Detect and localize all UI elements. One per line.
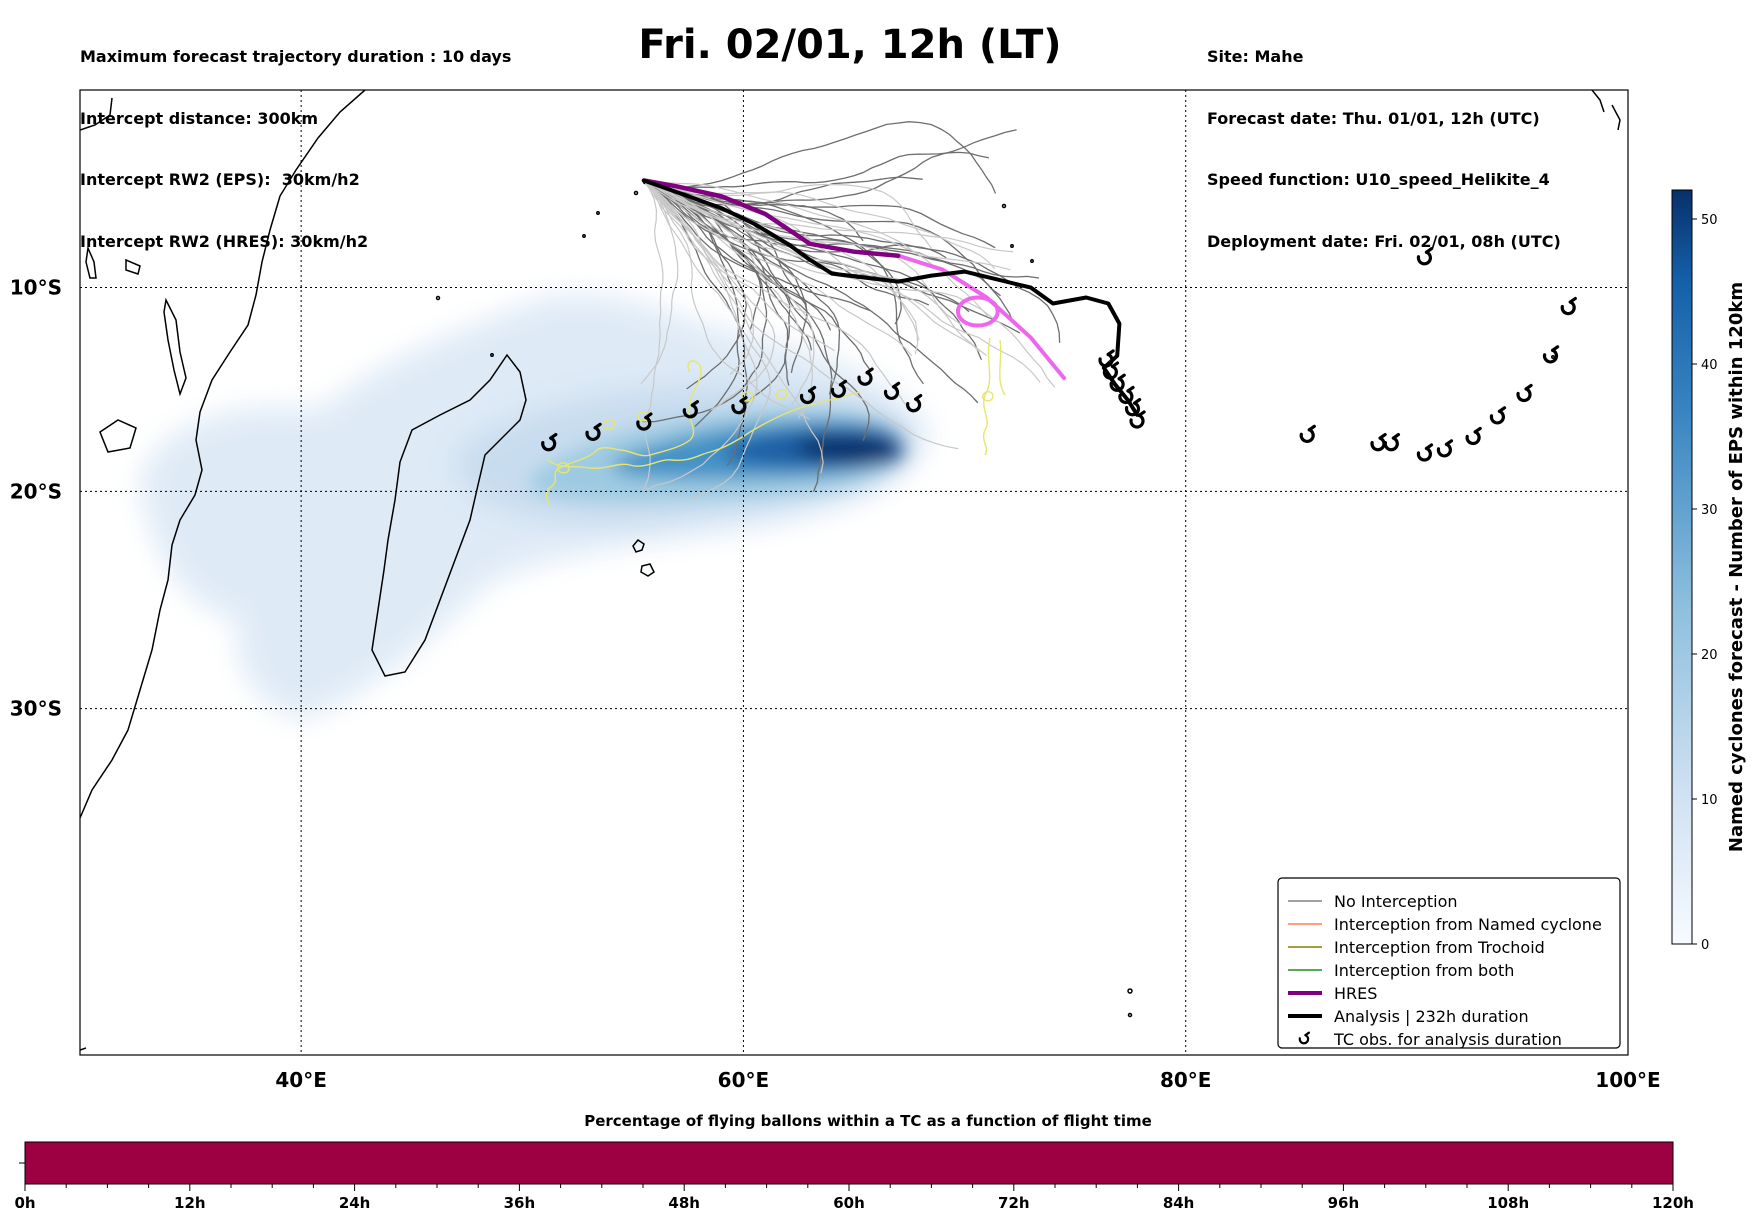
eps-trajectory <box>643 179 982 360</box>
legend-item: Interception from both <box>1288 961 1514 980</box>
eps-trajectories <box>640 121 1061 500</box>
header-right-line: Deployment date: Fri. 02/01, 08h (UTC) <box>1207 231 1561 251</box>
eps-trajectory <box>643 179 831 331</box>
bottom-colorbar-title: Percentage of flying ballons within a TC… <box>584 1112 1152 1130</box>
eps-trajectory <box>643 179 912 356</box>
cyclone-icon <box>905 394 923 413</box>
cyclone-icon <box>1465 426 1482 446</box>
legend-item: Analysis | 232h duration <box>1288 1007 1529 1026</box>
legend-item: Interception from Trochoid <box>1288 938 1545 957</box>
bottom-colorbar-tick-label: 24h <box>339 1194 371 1212</box>
header-right-line: Forecast date: Thu. 01/01, 12h (UTC) <box>1207 108 1540 128</box>
colorbar-tick-label: 0 <box>1701 938 1709 953</box>
legend-item: No Interception <box>1288 892 1458 911</box>
header-left-line: Maximum forecast trajectory duration : 1… <box>80 47 512 66</box>
header-right-line: Site: Mahe <box>1207 47 1304 66</box>
map-title: Fri. 02/01, 12h (LT) <box>638 22 1062 68</box>
header-left-line: Intercept RW2 (EPS): 30km/h2 <box>80 170 360 189</box>
bottom-colorbar-bar <box>24 1141 1674 1185</box>
colorbar-tick-label: 10 <box>1701 793 1718 808</box>
legend: No Interception Interception from Named c… <box>1277 877 1621 1049</box>
header-left-line: Intercept distance: 300km <box>80 108 319 128</box>
cyclone-icon <box>1436 439 1454 458</box>
bottom-colorbar-tick-label: 36h <box>504 1194 536 1212</box>
header-right-line: Speed function: U10_speed_Helikite_4 <box>1207 170 1550 189</box>
eps-trajectory <box>643 121 996 194</box>
legend-box <box>1277 877 1621 1049</box>
eps-trajectory <box>643 179 1040 279</box>
bottom-colorbar-tick-label: 96h <box>1328 1194 1360 1212</box>
lat-tick-label: 10°S <box>10 276 62 300</box>
bottom-colorbar-tick-label: 0h <box>14 1194 35 1212</box>
eps-trajectory <box>643 179 772 500</box>
cyclone-icon <box>1516 383 1533 403</box>
hres-track <box>641 178 901 258</box>
lat-tick-label: 30°S <box>10 697 62 721</box>
lon-tick-label: 40°E <box>275 1068 327 1092</box>
header-left-line: Intercept RW2 (HRES): 30km/h2 <box>80 231 369 251</box>
eps-trajectory <box>643 179 914 414</box>
legend-item: TC obs. for analysis duration <box>1298 1030 1562 1049</box>
lon-tick-label: 80°E <box>1160 1068 1212 1092</box>
legend-label: Analysis | 232h duration <box>1334 1007 1529 1026</box>
legend-label: No Interception <box>1334 892 1458 911</box>
bottom-colorbar: Percentage of flying ballons within a TC… <box>14 1112 1694 1212</box>
colorbar-tick-label: 40 <box>1701 358 1718 373</box>
cyclone-icon <box>1299 424 1316 444</box>
bottom-colorbar-tick-label: 60h <box>833 1194 865 1212</box>
colorbar-tick-label: 20 <box>1701 648 1718 663</box>
bottom-colorbar-tick-label: 120h <box>1652 1194 1694 1212</box>
legend-item: Interception from Named cyclone <box>1288 915 1602 934</box>
right-colorbar-gradient <box>1671 189 1693 945</box>
eps-trajectory <box>640 179 679 384</box>
cyclone-icon <box>1560 296 1577 316</box>
legend-label: TC obs. for analysis duration <box>1333 1030 1562 1049</box>
bottom-colorbar-tick-label: 48h <box>668 1194 700 1212</box>
right-colorbar-label: Named cyclones forecast - Number of EPS … <box>1726 282 1747 852</box>
header-right-info: Site: Mahe Forecast date: Thu. 01/01, 12… <box>1207 6 1561 273</box>
eps-trajectory <box>643 179 1056 388</box>
cyclone-icon <box>1383 433 1401 452</box>
eps-trajectory <box>643 179 664 489</box>
right-colorbar: 0 10 20 30 40 50 Named cyclones forecast - Nu… <box>1671 189 1747 953</box>
lon-tick-label: 60°E <box>718 1068 770 1092</box>
legend-label: Interception from Named cyclone <box>1334 915 1602 934</box>
eps-trajectory <box>643 179 810 420</box>
eps-trajectory <box>643 179 1014 253</box>
cyclone-icon <box>1416 443 1434 462</box>
legend-label: HRES <box>1334 984 1377 1003</box>
bottom-colorbar-tick-label: 84h <box>1163 1194 1195 1212</box>
axis-tick-labels: 40°E 60°E 80°E 100°E 10°S 20°S 30°S <box>10 276 1661 1092</box>
eps-trajectory <box>643 179 1041 383</box>
legend-label: Interception from Trochoid <box>1334 938 1545 957</box>
eps-trajectory <box>643 179 789 412</box>
eps-trajectory <box>643 151 990 189</box>
hres-loop <box>955 295 1000 328</box>
coastlines <box>80 90 1621 1051</box>
eps-trajectory <box>643 179 815 406</box>
eps-trajectory <box>643 179 758 492</box>
cyclone-icon <box>1370 433 1387 452</box>
eps-trajectory <box>643 129 1017 206</box>
eps-trajectory <box>643 179 920 341</box>
legend-label: Interception from both <box>1334 961 1514 980</box>
bottom-colorbar-tick-label: 12h <box>174 1194 206 1212</box>
cyclone-density-field <box>140 295 930 720</box>
cyclone-icon <box>1416 247 1434 266</box>
trochoid-trajectories <box>545 337 1006 506</box>
bottom-colorbar-tick-label: 108h <box>1487 1194 1529 1212</box>
colorbar-tick-label: 30 <box>1701 503 1718 518</box>
lon-tick-label: 100°E <box>1595 1068 1660 1092</box>
legend-item: HRES <box>1288 984 1377 1003</box>
header-left-info: Maximum forecast trajectory duration : 1… <box>80 6 511 273</box>
colorbar-tick-label: 50 <box>1701 213 1718 228</box>
bottom-colorbar-tick-label: 72h <box>998 1194 1030 1212</box>
lat-tick-label: 20°S <box>10 479 62 503</box>
cyclone-icon <box>1489 406 1507 425</box>
gridlines <box>80 90 1628 1055</box>
map-area <box>80 90 1621 1051</box>
map-frame <box>79 89 1629 1056</box>
cyclone-icon <box>1542 345 1560 364</box>
